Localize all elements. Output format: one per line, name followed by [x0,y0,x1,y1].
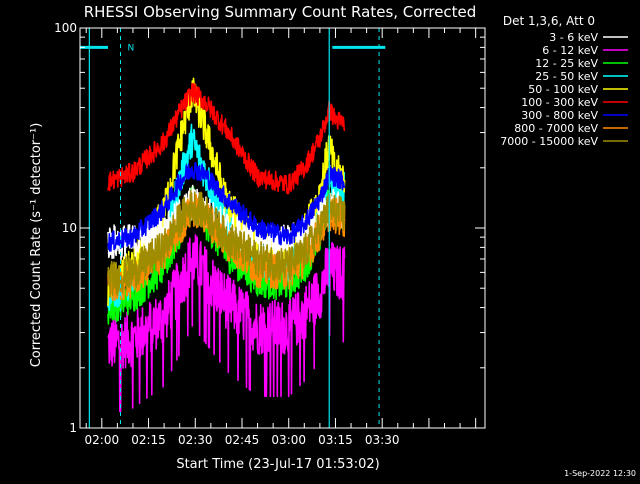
legend-label-1: 6 - 12 keV [542,44,598,57]
legend-header: Det 1,3,6, Att 0 [503,14,595,28]
chart-title: RHESSI Observing Summary Count Rates, Co… [84,3,477,21]
series-line-5 [107,82,346,195]
x-tick-label: 02:30 [178,433,213,447]
data-layer: N [80,28,386,428]
x-tick-label: 03:30 [365,433,400,447]
series-line-1 [107,234,346,413]
legend-label-0: 3 - 6 keV [549,31,598,44]
y-tick-label: 100 [54,21,77,35]
legend-label-6: 300 - 800 keV [521,109,598,122]
x-tick-label: 03:15 [318,433,353,447]
y-tick-label: 1 [69,421,77,435]
y-tick-label: 10 [62,221,77,235]
series-line-6 [107,161,346,252]
axes: 1 10 100 02:00 02:15 02:30 02:45 03:00 03:15 03:3… [54,21,486,447]
footer-timestamp: 1-Sep-2022 12:30 [564,469,636,478]
x-tick-label: 03:00 [271,433,306,447]
legend-label-5: 100 - 300 keV [521,96,598,109]
legend-label-7: 800 - 7000 keV [514,122,598,135]
legend-label-4: 50 - 100 keV [528,83,598,96]
series-line-8 [107,189,346,298]
night-annotation: N [128,43,135,53]
y-axis-label: Corrected Count Rate (s⁻¹ detector⁻¹) [29,123,44,368]
x-tick-label: 02:15 [131,433,166,447]
x-tick-label: 02:45 [225,433,260,447]
x-tick-label: 02:00 [85,433,120,447]
legend-label-2: 12 - 25 keV [535,57,598,70]
legend-label-8: 7000 - 15000 keV [500,135,598,148]
legend-label-3: 25 - 50 keV [535,70,598,83]
x-axis-label: Start Time (23-Jul-17 01:53:02) [176,457,379,472]
